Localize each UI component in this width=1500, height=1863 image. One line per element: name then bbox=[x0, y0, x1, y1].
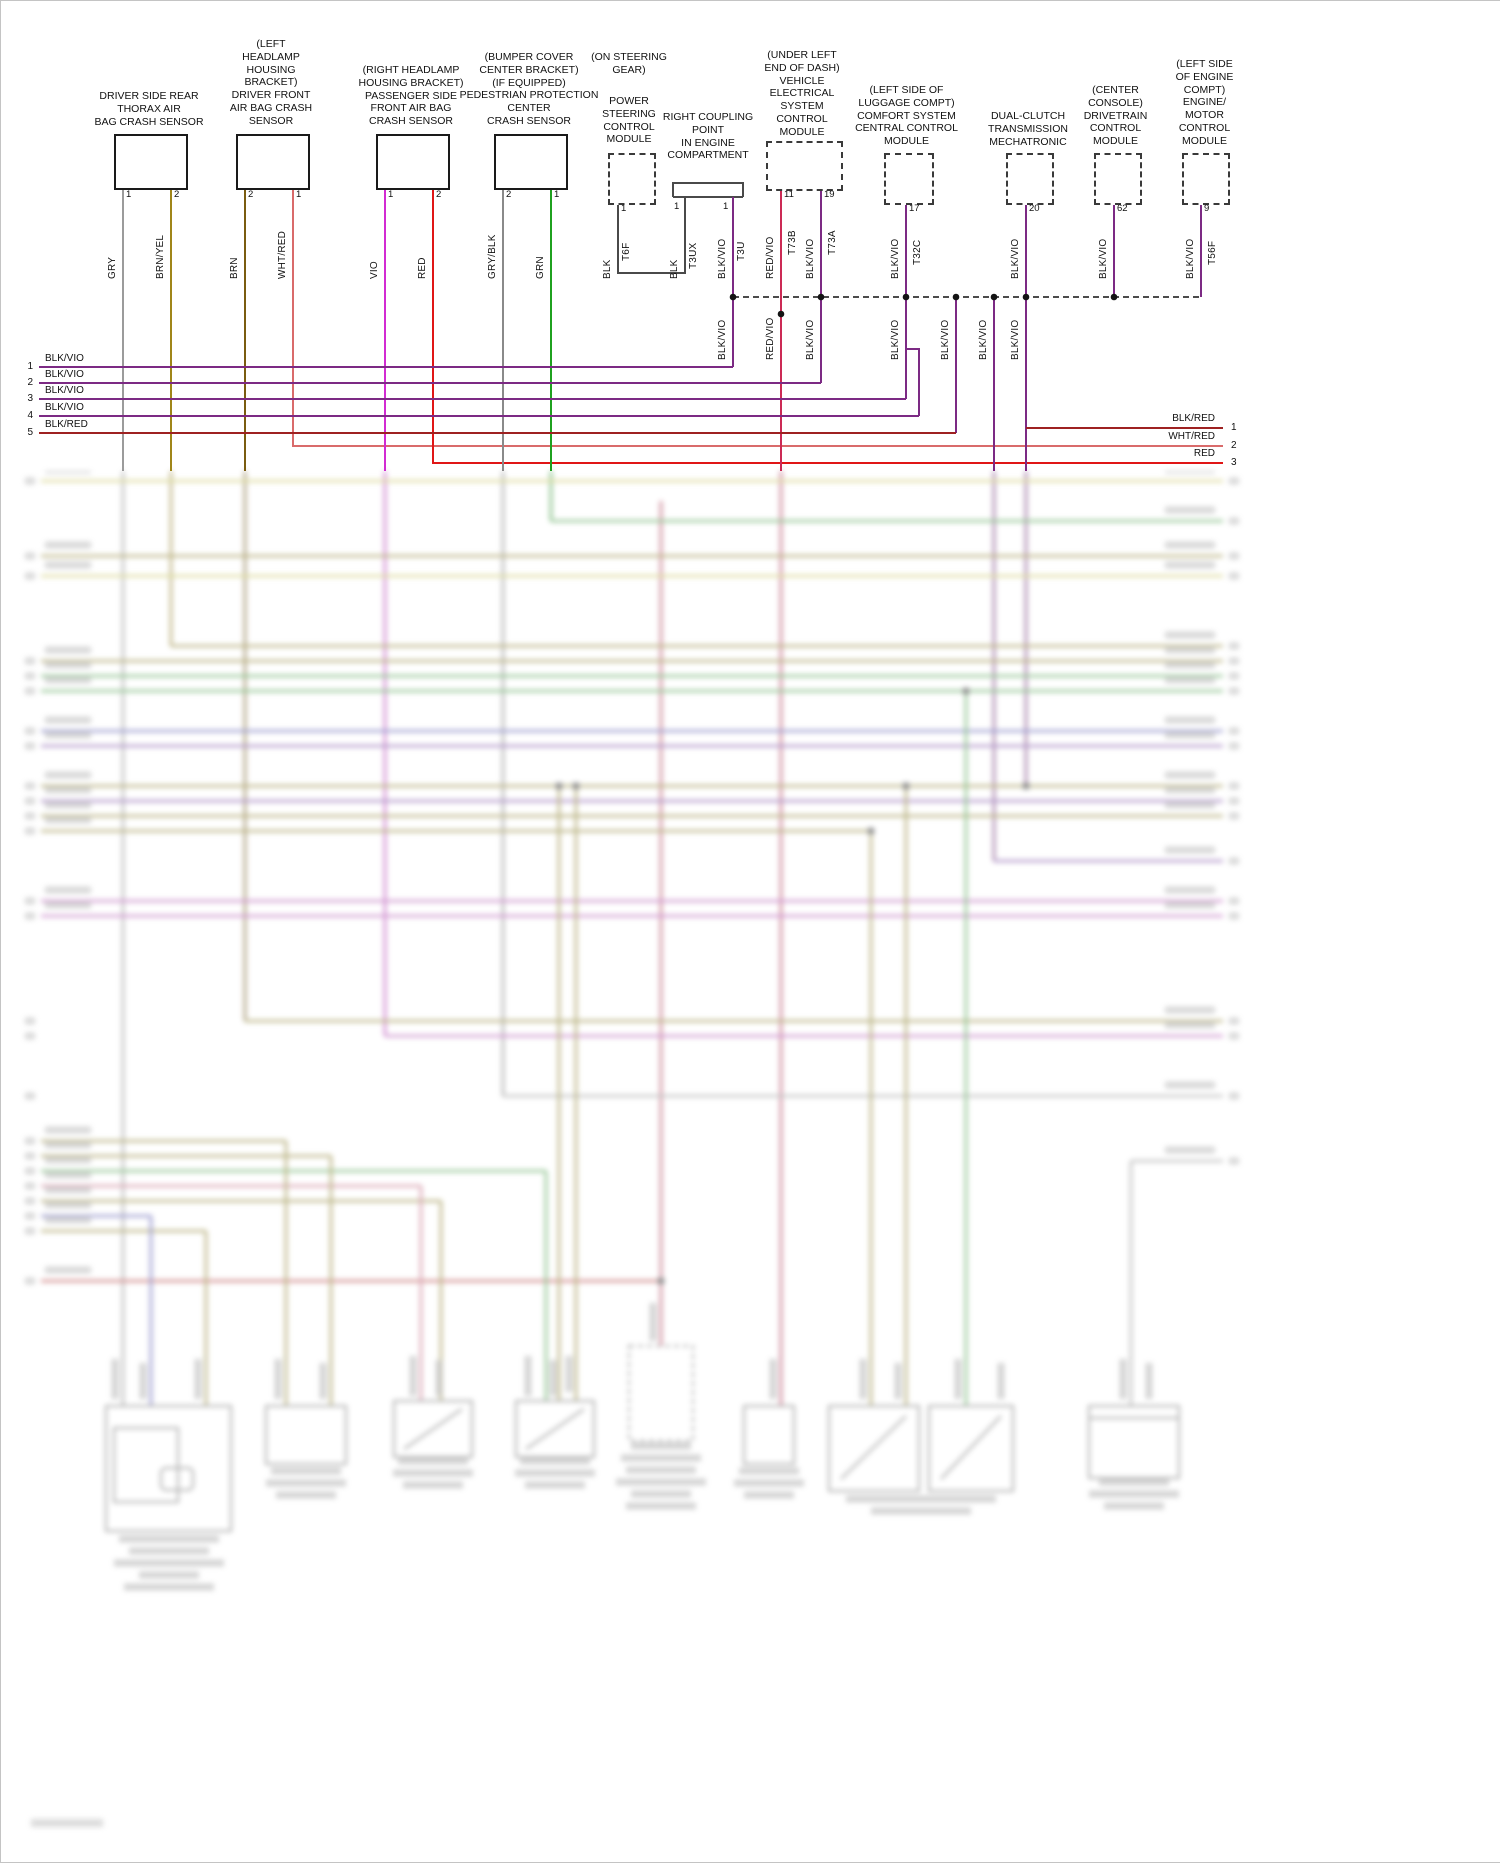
component-location-power-steering: (ON STEERING GEAR) bbox=[591, 51, 667, 76]
pin-number: 62 bbox=[1117, 203, 1128, 214]
component-box-power-steering-module bbox=[608, 153, 656, 205]
pin-number: 2 bbox=[506, 189, 512, 200]
right-line-label: RED bbox=[1193, 448, 1215, 459]
wire-color-label: RED/VIO bbox=[765, 236, 776, 279]
pin-number: 2 bbox=[174, 189, 180, 200]
pin-number: 1 bbox=[388, 189, 394, 200]
bus-wire-label: BLK/VIO bbox=[717, 319, 728, 360]
component-box-driver-front-crash-sensor bbox=[236, 134, 310, 190]
wire-color-label: VIO bbox=[369, 261, 380, 279]
wire-red bbox=[432, 186, 1223, 464]
pin-number: 17 bbox=[909, 203, 920, 214]
wire-color-label: BLK/VIO bbox=[1010, 238, 1021, 279]
wire-blk-t6f bbox=[617, 197, 686, 274]
pin-number: 20 bbox=[1029, 203, 1040, 214]
bus-wire-label: BLK/VIO bbox=[940, 319, 951, 360]
right-line-number: 3 bbox=[1231, 457, 1237, 468]
right-line-number: 1 bbox=[1231, 422, 1237, 433]
left-line-label: BLK/VIO bbox=[45, 353, 84, 364]
component-label-vehicle-electrical-module: (UNDER LEFT END OF DASH) VEHICLE ELECTRI… bbox=[764, 49, 840, 138]
bus-wire-label: BLK/VIO bbox=[890, 319, 901, 360]
wire-color-label: GRY bbox=[107, 256, 118, 279]
wire-color-label: BLK/VIO bbox=[890, 238, 901, 279]
component-box-comfort-central-module bbox=[884, 153, 934, 205]
bus-wire-label: BLK/VIO bbox=[978, 319, 989, 360]
junction-dots bbox=[729, 293, 1118, 318]
connector-label: T3UX bbox=[688, 242, 699, 269]
coupling-bracket bbox=[672, 182, 744, 198]
component-label-pedestrian-center-crash-sensor: (BUMPER COVER CENTER BRACKET) (IF EQUIPP… bbox=[459, 51, 599, 127]
left-line-number: 3 bbox=[27, 393, 33, 404]
right-line-number: 2 bbox=[1231, 440, 1237, 451]
left-line-number: 1 bbox=[27, 361, 33, 372]
component-label-right-coupling-point: RIGHT COUPLING POINT IN ENGINE COMPARTME… bbox=[662, 111, 754, 162]
bus-wire-label: BLK/VIO bbox=[805, 319, 816, 360]
component-label-dual-clutch-mechatronic: DUAL-CLUTCH TRANSMISSION MECHATRONIC bbox=[988, 110, 1068, 148]
wire-color-label: GRN bbox=[535, 256, 546, 279]
wire-color-label: BLK/VIO bbox=[717, 238, 728, 279]
pin-number: 1 bbox=[554, 189, 560, 200]
bus-wire-label: RED/VIO bbox=[765, 317, 776, 360]
left-line-label: BLK/VIO bbox=[45, 385, 84, 396]
component-label-drivetrain-module: (CENTER CONSOLE) DRIVETRAIN CONTROL MODU… bbox=[1083, 84, 1148, 148]
wire-color-label: BRN/YEL bbox=[155, 234, 166, 279]
wire-color-label: BLK/VIO bbox=[805, 238, 816, 279]
component-box-driver-rear-thorax-sensor bbox=[114, 134, 188, 190]
component-label-driver-rear-thorax-sensor: DRIVER SIDE REAR THORAX AIR BAG CRASH SE… bbox=[94, 90, 204, 128]
component-label-passenger-front-crash-sensor: (RIGHT HEADLAMP HOUSING BRACKET) PASSENG… bbox=[358, 64, 464, 128]
pin-number: 9 bbox=[1204, 203, 1210, 214]
left-line-number: 2 bbox=[27, 377, 33, 388]
pin-number: 1 bbox=[723, 201, 729, 212]
connector-label: T3U bbox=[736, 241, 747, 262]
pin-number: 2 bbox=[436, 189, 442, 200]
left-lines-blk-vio bbox=[39, 366, 919, 417]
pin-number: 1 bbox=[621, 203, 627, 214]
component-box-engine-motor-module bbox=[1182, 153, 1230, 205]
left-line-label: BLK/VIO bbox=[45, 369, 84, 380]
wire-color-label: WHT/RED bbox=[277, 230, 288, 279]
connector-label: T6F bbox=[621, 242, 632, 261]
pin-number: 1 bbox=[126, 189, 132, 200]
left-line-number: 4 bbox=[27, 410, 33, 421]
wire-color-label: GRY/BLK bbox=[487, 234, 498, 279]
connector-label: T73B bbox=[787, 230, 798, 255]
component-box-vehicle-electrical-module bbox=[766, 141, 843, 191]
wire-color-label: BLK/VIO bbox=[1185, 238, 1196, 279]
left-line-label: BLK/VIO bbox=[45, 402, 84, 413]
pin-number: 19 bbox=[824, 189, 835, 200]
left-line-number: 5 bbox=[27, 427, 33, 438]
component-label-comfort-central-module: (LEFT SIDE OF LUGGAGE COMPT) COMFORT SYS… bbox=[855, 84, 958, 148]
connector-label: T73A bbox=[827, 230, 838, 255]
component-box-pedestrian-center-crash-sensor bbox=[494, 134, 568, 190]
bus-wire-label: BLK/VIO bbox=[1010, 319, 1021, 360]
component-label-driver-front-crash-sensor: (LEFT HEADLAMP HOUSING BRACKET) DRIVER F… bbox=[229, 38, 313, 127]
right-line-label: WHT/RED bbox=[1168, 431, 1215, 442]
component-box-drivetrain-module bbox=[1094, 153, 1142, 205]
wire-color-label: RED bbox=[417, 257, 428, 279]
wire-color-label: BLK bbox=[669, 259, 680, 279]
wire-wht-red bbox=[292, 186, 1223, 447]
pin-number: 1 bbox=[674, 201, 680, 212]
wire-color-label: BLK bbox=[602, 259, 613, 279]
pin-number: 1 bbox=[296, 189, 302, 200]
wire-color-label: BRN bbox=[229, 257, 240, 279]
wire-color-label: BLK/VIO bbox=[1098, 238, 1109, 279]
blurred-lower-diagram bbox=[1, 471, 1500, 1862]
component-box-passenger-front-crash-sensor bbox=[376, 134, 450, 190]
right-line-label: BLK/RED bbox=[1172, 413, 1215, 424]
component-label-engine-motor-module: (LEFT SIDE OF ENGINE COMPT) ENGINE/ MOTO… bbox=[1175, 58, 1234, 147]
pin-number: 11 bbox=[784, 189, 794, 200]
component-label-power-steering-module: POWER STEERING CONTROL MODULE bbox=[602, 95, 656, 146]
left-line-label: BLK/RED bbox=[45, 419, 88, 430]
component-box-dual-clutch-mechatronic bbox=[1006, 153, 1054, 205]
pin-number: 2 bbox=[248, 189, 254, 200]
connector-label: T32C bbox=[912, 239, 923, 265]
connector-label: T56F bbox=[1207, 240, 1218, 265]
